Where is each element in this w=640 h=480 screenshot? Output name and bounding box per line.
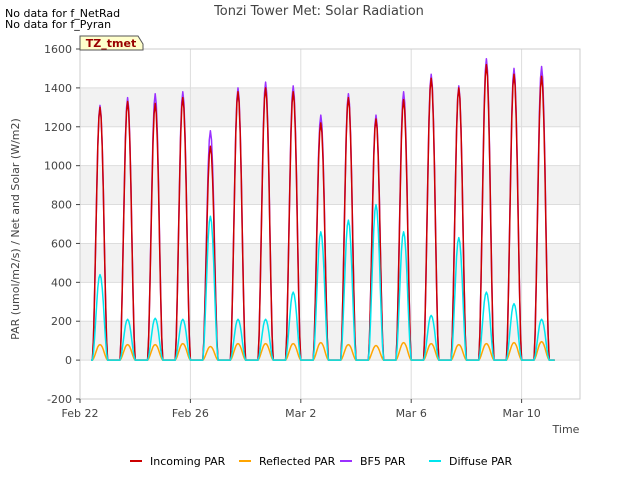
no-data-note-netrad: No data for f_NetRad: [5, 7, 121, 20]
x-axis-label: Time: [552, 423, 580, 436]
site-tag-box: [79, 35, 144, 51]
legend-label: BF5 PAR: [360, 455, 406, 468]
grid-band: [80, 87, 580, 127]
chart-title: Tonzi Tower Met: Solar Radiation: [213, 4, 424, 19]
y-tick-label: 800: [51, 199, 72, 212]
y-tick-label: 600: [51, 237, 72, 250]
series-line-reflected-par: [91, 340, 555, 361]
y-tick-label: 1400: [44, 82, 72, 95]
plot-frame: [79, 48, 581, 400]
y-axis-label: PAR (umol/m2/s) / Net and Solar (W/m2): [9, 118, 22, 340]
no-data-note-pyran: No data for f_Pyran: [5, 18, 112, 31]
legend: Incoming PAR Reflected PAR BF5 PAR Diffuse …: [130, 455, 513, 468]
site-tag-label: TZ_tmet: [86, 37, 136, 50]
x-tick-label: Mar 6: [396, 407, 427, 420]
legend-label: Incoming PAR: [150, 455, 226, 468]
y-tick-label: -200: [47, 393, 72, 406]
x-tick-label: Mar 10: [502, 407, 540, 420]
y-tick-label: 0: [65, 354, 72, 367]
x-tick-label: Feb 26: [172, 407, 209, 420]
grid-band: [80, 243, 580, 283]
series-line-incoming-par: [91, 63, 555, 361]
x-tick-label: Feb 22: [62, 407, 99, 420]
x-tick-label: Mar 2: [285, 407, 316, 420]
y-tick-label: 200: [51, 315, 72, 328]
series-line-diffuse-par: [91, 203, 555, 361]
y-tick-label: 1000: [44, 160, 72, 173]
grid-band: [80, 321, 580, 361]
site-tag: TZ_tmet: [79, 35, 144, 51]
y-tick-label: 400: [51, 276, 72, 289]
y-tick-label: 1600: [44, 43, 72, 56]
legend-label: Reflected PAR: [259, 455, 336, 468]
legend-label: Diffuse PAR: [449, 455, 513, 468]
y-tick-label: 1200: [44, 121, 72, 134]
grid-band: [80, 165, 580, 205]
